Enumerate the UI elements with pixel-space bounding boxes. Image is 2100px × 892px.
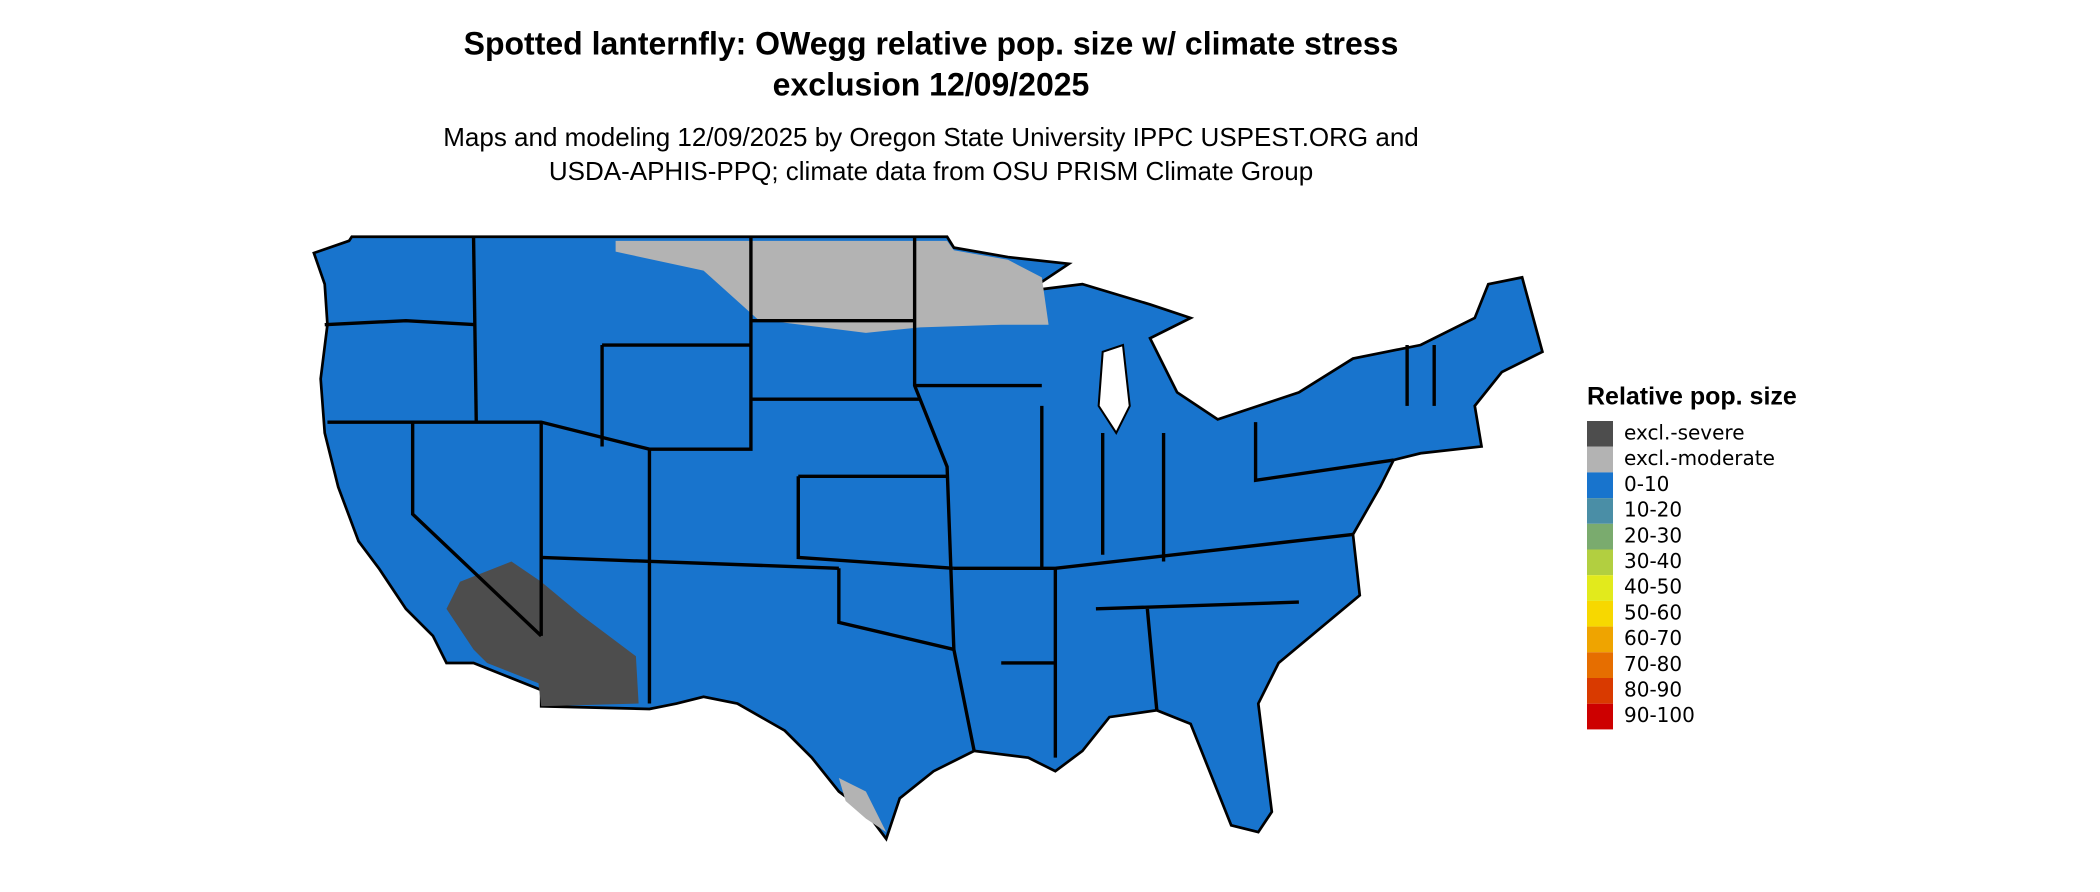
legend-swatch bbox=[1587, 575, 1613, 601]
map bbox=[312, 235, 1545, 842]
legend-swatch bbox=[1587, 678, 1613, 704]
state-borders bbox=[324, 236, 1436, 758]
legend-swatch bbox=[1587, 600, 1613, 627]
legend-label: 30-40 bbox=[1624, 549, 1682, 573]
legend-swatch bbox=[1587, 652, 1613, 678]
legend: excl.-severeexcl.-moderate0-1010-2020-30… bbox=[1587, 421, 1775, 730]
legend-swatch bbox=[1587, 703, 1613, 730]
subtitle: Maps and modeling 12/09/2025 by Oregon S… bbox=[443, 122, 1419, 152]
legend-swatch bbox=[1587, 472, 1613, 499]
legend-swatch bbox=[1587, 523, 1613, 550]
title: Spotted lanternfly: OWegg relative pop. … bbox=[464, 25, 1399, 61]
title: exclusion 12/09/2025 bbox=[773, 66, 1090, 102]
legend-label: 60-70 bbox=[1624, 626, 1682, 650]
legend-swatch bbox=[1587, 446, 1613, 473]
legend-swatch bbox=[1587, 549, 1613, 576]
legend-swatch bbox=[1587, 626, 1613, 653]
legend-label: 90-100 bbox=[1624, 703, 1695, 727]
legend-label: 10-20 bbox=[1624, 498, 1682, 522]
lake bbox=[1097, 343, 1131, 435]
legend-label: 50-60 bbox=[1624, 600, 1682, 624]
legend-label: 20-30 bbox=[1624, 523, 1682, 547]
legend-title: Relative pop. size bbox=[1587, 383, 1797, 411]
legend-label: excl.-severe bbox=[1624, 421, 1745, 445]
legend-label: 70-80 bbox=[1624, 652, 1682, 676]
legend-swatch bbox=[1587, 421, 1613, 447]
excluded-moderate-area bbox=[838, 777, 887, 833]
legend-label: 0-10 bbox=[1624, 472, 1669, 496]
legend-label: 40-50 bbox=[1624, 575, 1682, 599]
excluded-moderate-area bbox=[615, 240, 1049, 333]
subtitle: USDA-APHIS-PPQ; climate data from OSU PR… bbox=[549, 156, 1313, 186]
legend-label: 80-90 bbox=[1624, 678, 1682, 702]
legend-label: excl.-moderate bbox=[1624, 446, 1775, 470]
legend-swatch bbox=[1587, 498, 1613, 524]
